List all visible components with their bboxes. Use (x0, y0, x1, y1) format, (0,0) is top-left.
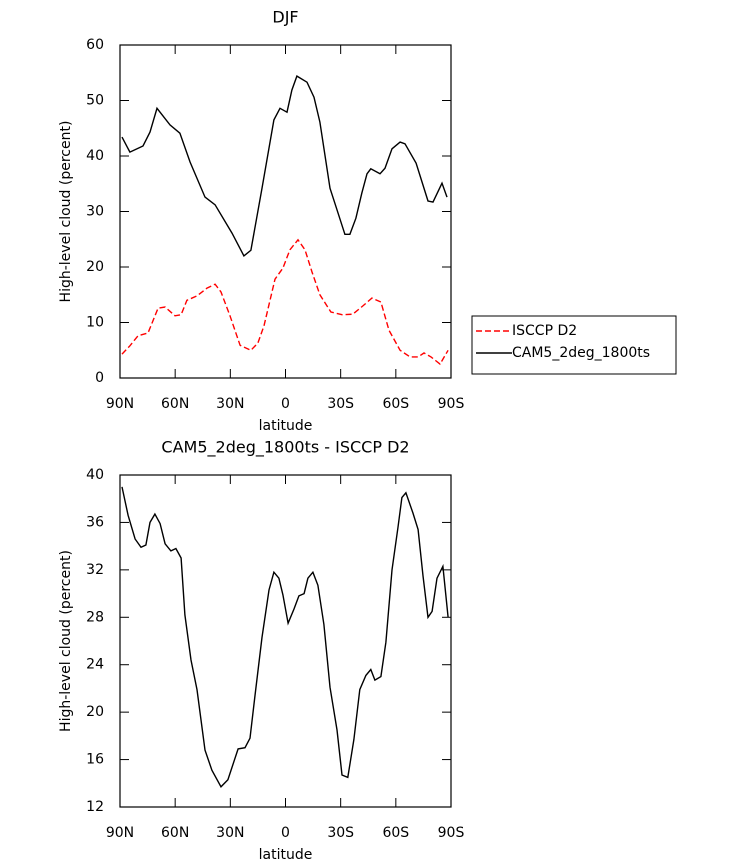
data-line (121, 238, 449, 366)
x-tick-label: 0 (281, 396, 290, 412)
y-tick-label: 24 (86, 657, 104, 673)
y-tick-label: 16 (86, 752, 104, 768)
x-tick-label: 0 (281, 825, 290, 841)
x-tick-label: 60N (161, 396, 189, 412)
plot-frame (119, 474, 452, 808)
chart-title: DJF (272, 8, 298, 27)
chart-title: CAM5_2deg_1800ts - ISCCP D2 (161, 438, 409, 458)
y-tick-label: 60 (86, 37, 104, 53)
y-tick-label: 0 (95, 370, 104, 386)
y-tick-label: 12 (86, 799, 104, 815)
y-tick-label: 40 (86, 148, 104, 164)
x-tick-label: 30S (327, 825, 354, 841)
y-tick-label: 20 (86, 704, 104, 720)
y-tick-label: 32 (86, 562, 104, 578)
x-axis-label: latitude (259, 847, 313, 863)
y-tick-label: 40 (86, 467, 104, 483)
x-tick-label: 30N (216, 396, 244, 412)
y-tick-label: 50 (86, 93, 104, 109)
y-tick-label: 10 (86, 315, 104, 331)
x-tick-label: 30N (216, 825, 244, 841)
x-tick-label: 60N (161, 825, 189, 841)
y-tick-label: 36 (86, 514, 104, 530)
legend-label: CAM5_2deg_1800ts (512, 345, 650, 361)
x-tick-label: 90N (106, 396, 134, 412)
plot-frame (119, 44, 452, 379)
data-line (121, 486, 449, 788)
y-axis-label: High-level cloud (percent) (58, 121, 74, 303)
x-tick-label: 60S (382, 825, 409, 841)
y-tick-label: 30 (86, 204, 104, 220)
y-axis-label: High-level cloud (percent) (58, 550, 74, 732)
x-tick-label: 60S (382, 396, 409, 412)
y-tick-label: 20 (86, 259, 104, 275)
y-tick-label: 28 (86, 609, 104, 625)
x-tick-label: 90S (438, 396, 465, 412)
data-line (121, 75, 448, 257)
x-axis-label: latitude (259, 418, 313, 434)
x-tick-label: 90N (106, 825, 134, 841)
x-tick-label: 90S (438, 825, 465, 841)
legend-label: ISCCP D2 (512, 323, 577, 339)
x-tick-label: 30S (327, 396, 354, 412)
legend-box (471, 315, 677, 375)
